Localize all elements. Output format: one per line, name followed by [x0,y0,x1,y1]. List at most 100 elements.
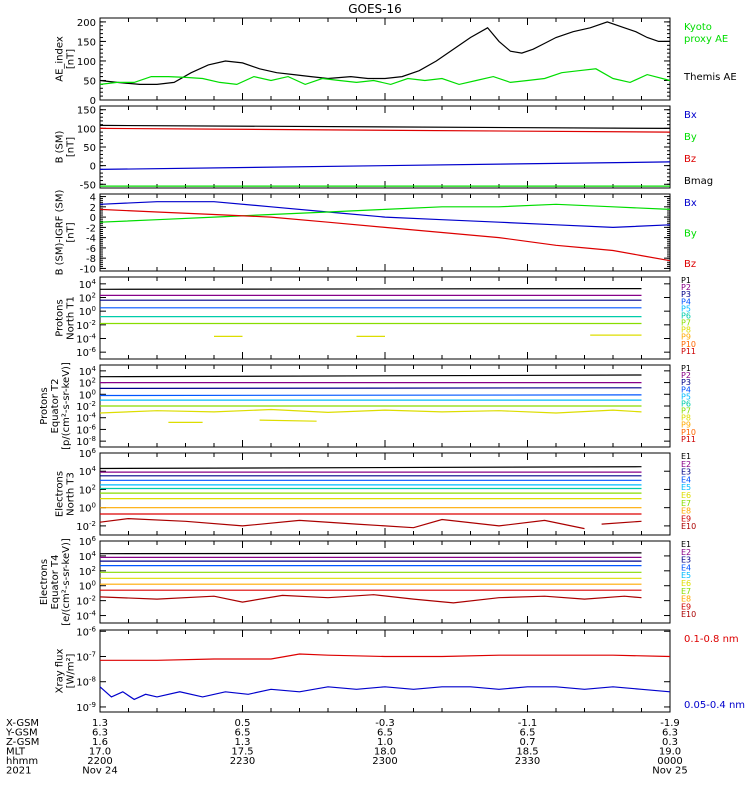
legend-entry: P4 [681,385,691,394]
legend-entry: By [684,132,697,143]
y-axis-label: Electrons [39,559,50,605]
y-tick-label: -8 [86,254,96,265]
x-axis-value: 6.3 [662,728,678,739]
y-tick-label: 0 [90,213,96,224]
legend-entry: E6 [681,579,691,588]
legend-entry: P3 [681,378,691,387]
x-axis-value: 0.7 [520,737,536,748]
y-tick-label: 102 [79,483,96,496]
x-axis-value: 6.5 [520,728,536,739]
plot-title: GOES-16 [348,2,402,16]
y-tick-label: 104 [79,278,97,291]
panel-frame [99,629,671,713]
legend-entry: E6 [681,491,691,500]
y-tick-label: -4 [86,234,96,245]
y-tick-label: 10-4 [76,610,96,623]
y-axis-label: Electrons [55,471,66,517]
legend-entry: E7 [681,587,691,596]
y-axis-label: [p/(cm²-s-sr-keV)] [61,362,72,450]
x-axis-value: -1.1 [518,718,538,729]
panel-frame [99,105,671,189]
x-axis-value: 1.3 [92,718,108,729]
x-axis-value: 2200 [87,756,112,767]
y-axis-label: [nT] [66,137,77,157]
series-line-black [99,124,671,129]
series-line-yellow [99,408,642,414]
y-tick-label: 10-8 [76,676,96,689]
legend-entry: 0.1-0.8 nm [684,634,739,645]
x-axis-value: 17.0 [89,747,111,758]
legend-entry: E5 [681,483,691,492]
legend-entry: P10 [681,428,696,437]
series-line-maroon [99,594,642,604]
y-tick-label: -2 [86,223,96,234]
y-tick-label: 104 [79,550,97,563]
y-axis-label: Protons [39,387,50,424]
x-axis-row-label: Z-GSM [6,737,39,748]
y-tick-label: 100 [77,57,96,68]
series-line-green [99,68,671,86]
x-axis-value: 1.3 [235,737,251,748]
legend-entry: P1 [681,364,691,373]
series-line-black [99,466,642,470]
y-tick-label: -6 [86,244,96,255]
y-tick-label: 100 [77,124,96,135]
y-axis-label: B (SM) [55,130,66,163]
y-tick-label: 10-9 [76,701,96,714]
legend-entry: Kyoto [684,22,712,33]
x-axis-value: Nov 25 [652,766,687,777]
y-tick-label: 104 [79,365,97,378]
x-axis-labels: X-GSM 1.3 0.5 -0.3 -1.1 -1.9 Y-GSM 6.3 6.5 6.5 6.5… [5,718,688,777]
legend-entry: E9 [681,514,691,523]
y-tick-label: 106 [79,447,97,460]
legend-entry: P11 [681,347,696,356]
series-line-yellow [259,419,317,422]
y-tick-label: 150 [77,106,96,117]
y-tick-label: 10-7 [76,650,96,663]
y-axis-label: AE_index [55,36,66,82]
legend-entry: E10 [681,610,696,619]
legend-entry: P10 [681,340,696,349]
y-tick-label: 10-6 [76,346,96,359]
y-tick-label: 10-6 [76,625,96,638]
y-axis-label: North T1 [66,296,77,340]
legend-entry: E10 [681,522,696,531]
legend-entry: E1 [681,540,691,549]
y-axis-label: [e/(cm²-s-sr-keV)] [61,538,72,626]
series-line-black [99,374,642,378]
y-tick-label: 102 [79,565,96,578]
legend-entry: Bx [684,198,697,209]
legend-entry: E8 [681,507,691,516]
y-axis-label: Equator T2 [50,379,61,434]
legend-entry: Bmag [684,176,713,187]
y-axis-label: B (SM)-IGRF (SM) [55,190,66,276]
legend-entry: P2 [681,283,691,292]
legend-entry: E7 [681,499,691,508]
series-line-blue [99,686,671,701]
panel-2: -50 0 50 100 150 B (SM) [nT] Bx By Bz Bmag [55,105,713,191]
series-line-blue [99,161,671,170]
y-tick-label: 2 [90,203,96,214]
y-tick-label: 10-2 [76,319,96,332]
y-tick-label: 10-2 [76,520,96,533]
series-line-green [99,203,671,223]
series-line-red [100,653,671,661]
legend-entry: P7 [681,319,691,328]
y-axis-label: North T3 [66,472,77,516]
panel-frame [99,17,671,101]
y-axis-label: Protons [55,299,66,336]
legend-entry: E3 [681,556,691,565]
y-axis-label: Xray flux [55,649,66,694]
y-tick-label: 104 [79,465,97,478]
x-axis-row-label: 2021 [6,766,31,777]
series-line-black [99,552,642,555]
legend-entry: E2 [681,548,691,557]
x-axis-row-label: X-GSM [6,718,39,729]
y-tick-label: 10-8 [76,435,96,448]
y-tick-label: 100 [79,388,96,401]
legend-entry: 0.05-0.4 nm [684,700,745,711]
legend-entry: P4 [681,297,691,306]
series-line-black [99,21,670,86]
